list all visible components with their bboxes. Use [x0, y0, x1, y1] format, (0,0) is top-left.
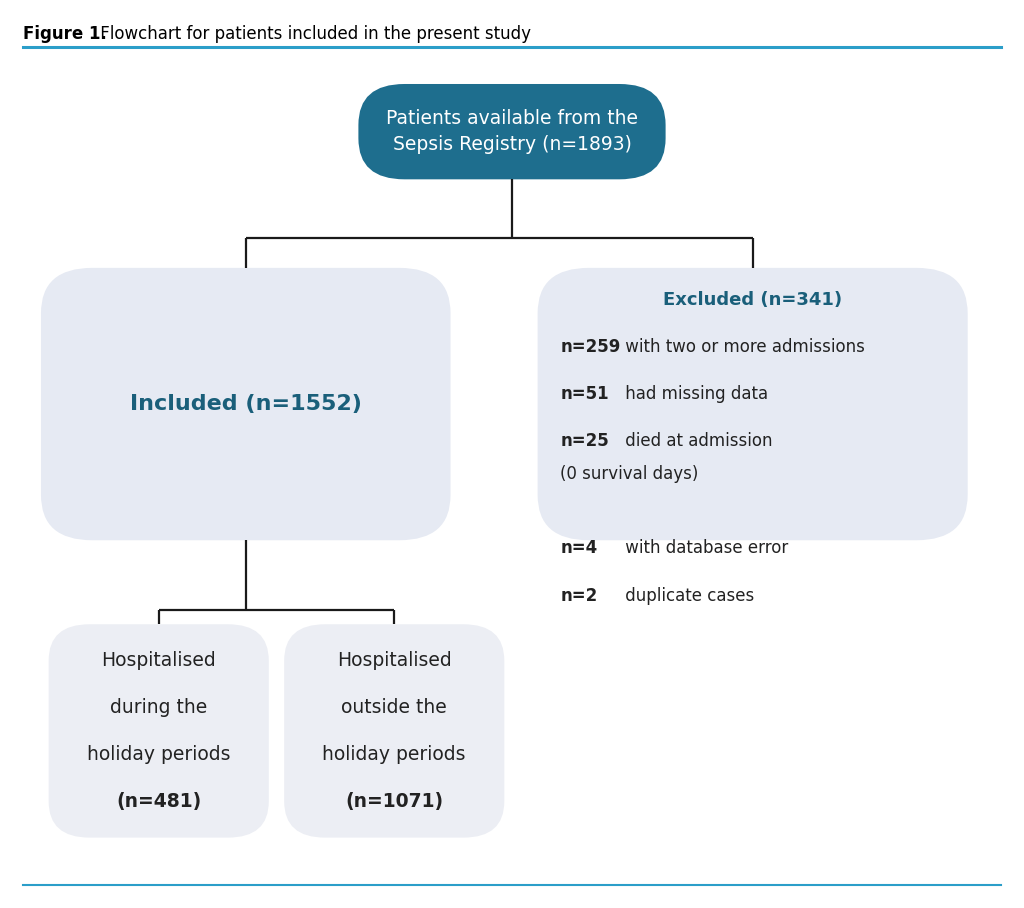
Text: n=25: n=25	[560, 432, 609, 450]
Text: holiday periods: holiday periods	[87, 745, 230, 764]
Text: n=51: n=51	[560, 385, 608, 403]
Text: (0 survival days): (0 survival days)	[560, 465, 698, 483]
Text: outside the: outside the	[341, 698, 447, 716]
Text: n=2: n=2	[560, 587, 597, 605]
Text: had missing data: had missing data	[620, 385, 768, 403]
Text: Hospitalised: Hospitalised	[101, 651, 216, 669]
Text: duplicate cases: duplicate cases	[620, 587, 754, 605]
FancyBboxPatch shape	[41, 268, 451, 540]
FancyBboxPatch shape	[49, 625, 268, 837]
Text: died at admission: died at admission	[620, 432, 772, 450]
Text: holiday periods: holiday periods	[323, 745, 466, 764]
FancyBboxPatch shape	[538, 268, 968, 540]
Text: Hospitalised: Hospitalised	[337, 651, 452, 669]
FancyBboxPatch shape	[358, 84, 666, 180]
Text: with database error: with database error	[620, 539, 787, 558]
Text: n=4: n=4	[560, 539, 597, 558]
Text: Patients available from the
Sepsis Registry (n=1893): Patients available from the Sepsis Regis…	[386, 109, 638, 154]
Text: Figure 1.: Figure 1.	[23, 25, 106, 44]
Text: (n=1071): (n=1071)	[345, 793, 443, 811]
Text: Flowchart for patients included in the present study: Flowchart for patients included in the p…	[95, 25, 531, 44]
FancyBboxPatch shape	[285, 625, 505, 837]
Text: n=259: n=259	[560, 338, 621, 356]
Text: Excluded (n=341): Excluded (n=341)	[664, 291, 842, 309]
Text: (n=481): (n=481)	[116, 793, 202, 811]
Text: with two or more admissions: with two or more admissions	[620, 338, 864, 356]
Text: during the: during the	[111, 698, 207, 716]
Text: Included (n=1552): Included (n=1552)	[130, 394, 361, 414]
